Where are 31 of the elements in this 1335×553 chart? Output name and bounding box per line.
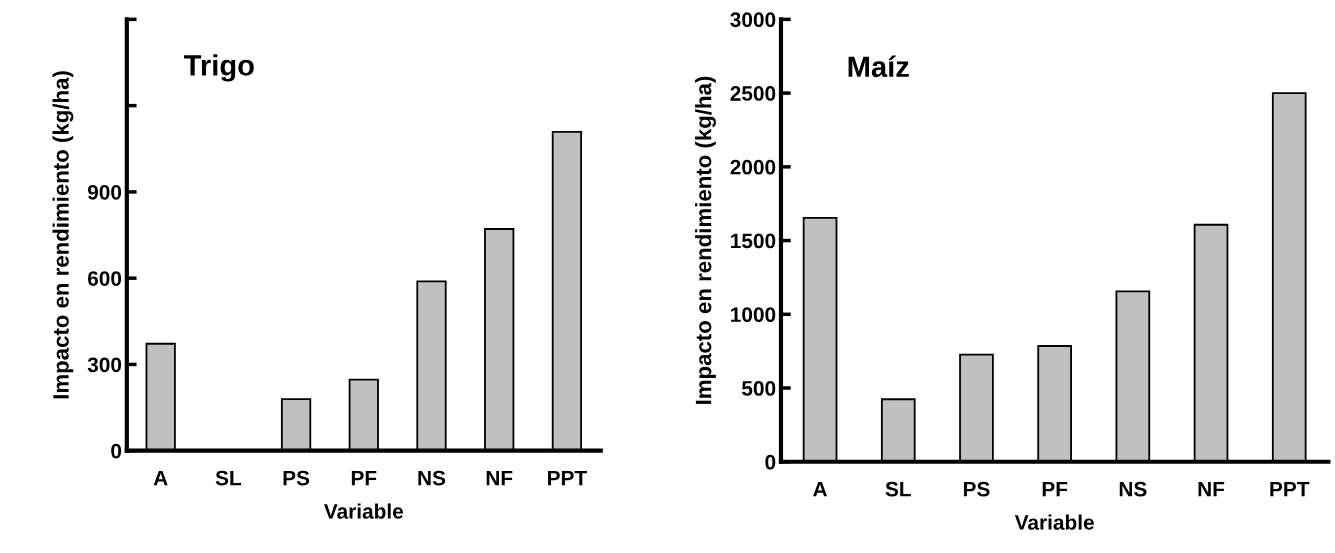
y-tick-label: 2500 — [730, 86, 776, 101]
x-axis-title: Variable — [323, 503, 404, 519]
x-tick-label: SL — [215, 470, 242, 486]
x-tick-label: NF — [486, 470, 513, 486]
y-tick-label: 1500 — [731, 233, 776, 249]
y-tick-label: 0 — [111, 443, 122, 459]
y-tick-label: 600 — [87, 271, 122, 286]
x-tick-label: PS — [283, 470, 310, 486]
text: Trigo — [184, 54, 254, 82]
text: Maíz — [848, 55, 909, 78]
y-tick-label: 0 — [765, 454, 776, 470]
x-tick-label: NS — [418, 470, 446, 486]
y-tick-label: 2000 — [730, 159, 776, 175]
y-tick-label: 1000 — [731, 307, 776, 323]
x-tick-label: PF — [1042, 481, 1068, 497]
x-tick-label: PPT — [1270, 481, 1310, 497]
x-tick-label: PF — [351, 470, 377, 486]
y-tick-label: 3000 — [730, 12, 776, 28]
x-axis-title: Variable — [1014, 514, 1094, 530]
x-tick-label: NF — [1198, 481, 1225, 497]
x-tick-label: A — [813, 481, 828, 497]
y-axis-title: Impacto en rendimiento (kg/ha) — [52, 71, 74, 399]
x-tick-label: A — [153, 470, 168, 486]
y-tick-label: 500 — [742, 381, 776, 396]
y-tick-label: 300 — [87, 357, 122, 373]
x-tick-label: NS — [1119, 481, 1147, 497]
x-tick-label: PS — [963, 481, 990, 497]
x-tick-label: SL — [885, 481, 911, 497]
y-axis-title: Impacto en rendimiento (kg/ha) — [695, 76, 716, 404]
y-tick-label: 900 — [87, 184, 122, 200]
x-tick-label: PPT — [548, 470, 587, 486]
